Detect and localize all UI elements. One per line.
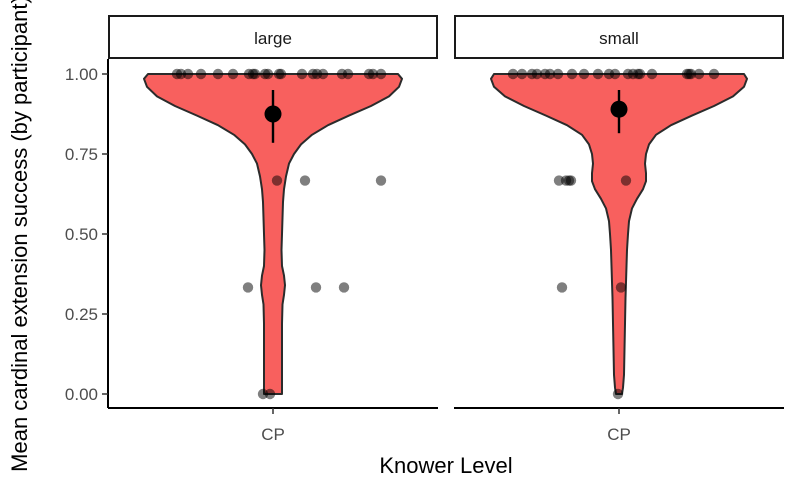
data-point bbox=[693, 68, 705, 80]
mean-point-large bbox=[264, 105, 282, 123]
data-point bbox=[507, 68, 519, 80]
data-point bbox=[578, 68, 590, 80]
strip-box-small bbox=[454, 15, 784, 59]
y-tick-label: 1.00 bbox=[65, 65, 98, 84]
data-point bbox=[271, 175, 283, 186]
data-point bbox=[275, 68, 287, 80]
data-point bbox=[342, 68, 354, 80]
data-point bbox=[556, 282, 568, 293]
data-point bbox=[375, 175, 387, 186]
strip-label-large: large bbox=[254, 29, 292, 48]
y-tick-label: 0.00 bbox=[65, 385, 98, 404]
x-tick-label: CP bbox=[261, 425, 285, 444]
data-point bbox=[310, 282, 322, 293]
data-point bbox=[367, 68, 379, 80]
data-point bbox=[262, 68, 274, 80]
data-point bbox=[609, 68, 621, 80]
data-point bbox=[264, 388, 276, 400]
data-point bbox=[227, 68, 239, 80]
data-point bbox=[646, 68, 658, 80]
data-point bbox=[296, 68, 308, 80]
x-tick-label: CP bbox=[607, 425, 631, 444]
mean-point-small bbox=[610, 100, 628, 118]
x-axis-title: Knower Level bbox=[379, 453, 512, 478]
data-point bbox=[531, 68, 543, 80]
data-point bbox=[566, 68, 578, 80]
y-axis-title: Mean cardinal extension success (by part… bbox=[7, 0, 32, 472]
data-point bbox=[544, 68, 556, 80]
data-point bbox=[195, 68, 207, 80]
data-point bbox=[685, 68, 697, 80]
data-point bbox=[615, 282, 627, 293]
data-point bbox=[565, 175, 577, 186]
data-point bbox=[552, 68, 564, 80]
data-point bbox=[299, 175, 311, 186]
data-point bbox=[612, 388, 624, 400]
data-point bbox=[708, 68, 720, 80]
data-point bbox=[375, 68, 387, 80]
data-point bbox=[516, 68, 528, 80]
y-tick-label: 0.75 bbox=[65, 145, 98, 164]
data-point bbox=[182, 68, 194, 80]
y-tick-label: 0.25 bbox=[65, 305, 98, 324]
data-point bbox=[620, 175, 632, 186]
data-point bbox=[338, 282, 350, 293]
data-point bbox=[592, 68, 604, 80]
panel-large: large CP bbox=[108, 15, 438, 444]
data-point bbox=[317, 68, 329, 80]
data-point bbox=[242, 282, 254, 293]
data-point bbox=[212, 68, 224, 80]
strip-box-large bbox=[108, 15, 438, 59]
data-point bbox=[634, 68, 646, 80]
y-tick-label: 0.50 bbox=[65, 225, 98, 244]
data-point bbox=[249, 68, 261, 80]
strip-label-small: small bbox=[599, 29, 639, 48]
panel-small: small CP bbox=[454, 15, 784, 444]
